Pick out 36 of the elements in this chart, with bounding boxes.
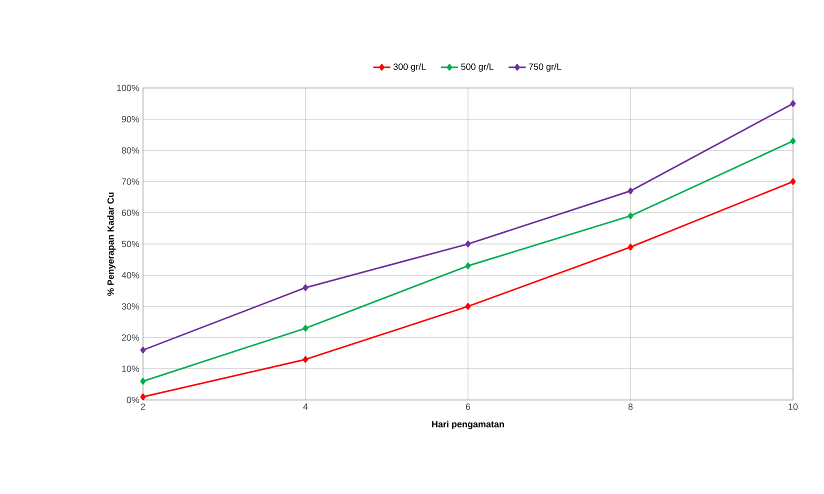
y-tick-label: 70%: [122, 178, 140, 185]
x-tick-label: 6: [466, 404, 470, 410]
y-tick-label: 90%: [122, 116, 140, 122]
y-tick-label: 40%: [122, 272, 140, 278]
point: [790, 100, 796, 107]
point: [140, 393, 146, 400]
y-tick-label: 10%: [122, 366, 140, 372]
point: [628, 212, 634, 220]
point: [790, 138, 796, 144]
y-tick-label: 20%: [122, 334, 140, 341]
x-tick-label: 8: [628, 404, 633, 410]
x-tick-label: 2: [140, 404, 146, 410]
point: [628, 188, 634, 194]
point: [465, 262, 471, 270]
x-axis-title: Hari pengamatan: [432, 420, 504, 430]
y-axis-title: % Penyerapan Kadar Cu: [107, 192, 116, 296]
legend-label: 500 gr/L: [461, 63, 494, 72]
point: [302, 356, 308, 363]
point: [140, 378, 146, 385]
point: [465, 302, 471, 310]
point: [302, 324, 308, 332]
x-tick-label: 10: [788, 404, 798, 410]
point: [302, 284, 308, 292]
y-tick-label: 80%: [122, 147, 140, 154]
y-tick-label: 50%: [122, 240, 140, 248]
point: [628, 244, 634, 251]
point: [140, 346, 146, 354]
point: [790, 178, 796, 185]
legend-label: 750 gr/L: [528, 63, 562, 72]
y-tick-label: 0%: [126, 396, 140, 404]
y-tick-label: 60%: [122, 210, 140, 216]
point: [465, 240, 471, 248]
legend-label: 300 gr/L: [393, 63, 426, 72]
x-tick-label: 4: [303, 404, 308, 410]
y-tick-label: 30%: [122, 303, 140, 310]
y-tick-label: 100%: [117, 84, 140, 92]
